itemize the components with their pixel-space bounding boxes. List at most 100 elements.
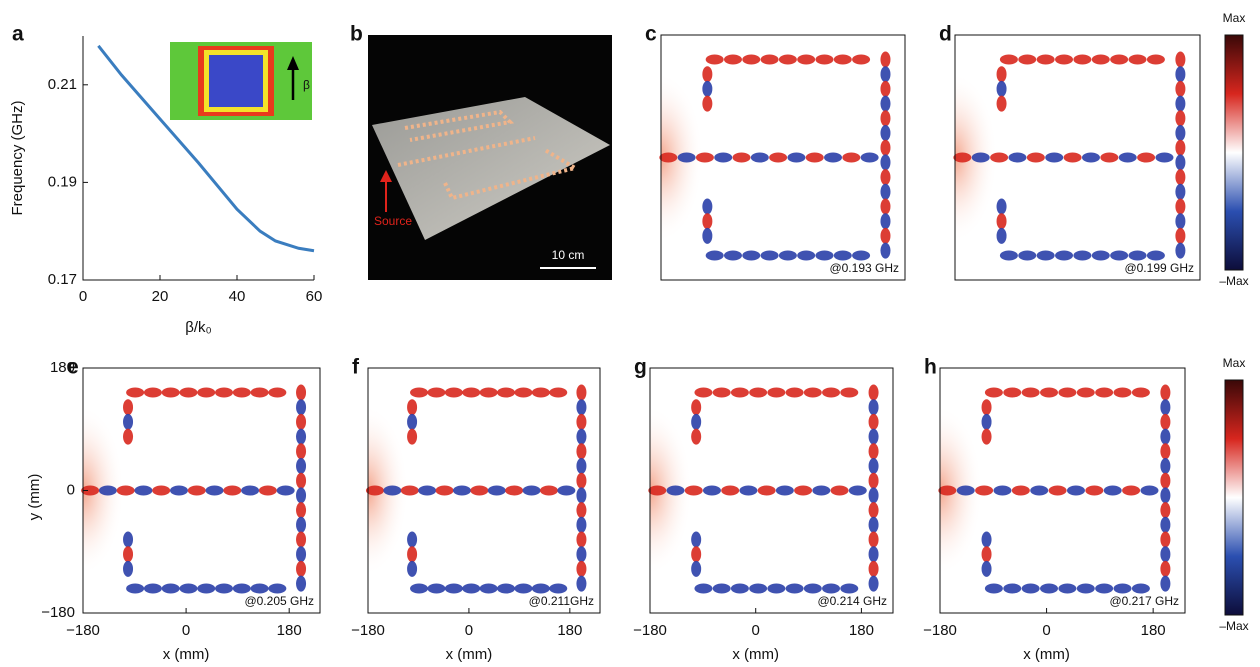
field-lobe: [797, 55, 815, 65]
field-lobe: [1147, 55, 1165, 65]
field-lobe: [1073, 251, 1091, 261]
x-tick-label: 180: [557, 622, 582, 639]
field-lobe: [1160, 399, 1170, 415]
field-lobe: [407, 399, 417, 415]
field-lobe: [972, 153, 990, 163]
field-lobe: [706, 55, 724, 65]
field-lobe: [123, 532, 133, 548]
field-lobe: [1077, 388, 1095, 398]
field-lobe: [233, 388, 251, 398]
y-tick-label: 0.19: [48, 173, 77, 190]
field-lobe: [410, 584, 428, 594]
field-lobe: [869, 414, 879, 430]
field-lobe: [767, 388, 785, 398]
field-lobe: [1175, 243, 1185, 259]
field-lobe: [761, 251, 779, 261]
field-lobe: [1003, 584, 1021, 594]
field-lobe: [997, 228, 1007, 244]
x-tick-label: 20: [152, 288, 169, 305]
field-lobe: [685, 486, 703, 496]
field-lobe: [1073, 55, 1091, 65]
field-map: [953, 35, 1200, 280]
field-lobe: [997, 96, 1007, 112]
field-lobe: [742, 251, 760, 261]
frequency-label: @0.193 GHz: [829, 261, 899, 275]
field-lobe: [197, 388, 215, 398]
field-lobe: [188, 486, 206, 496]
field-lobe: [997, 81, 1007, 97]
field-lobe: [427, 584, 445, 594]
x-tick-label: −180: [923, 622, 957, 639]
field-lobe: [296, 385, 306, 401]
field-lobe: [982, 414, 992, 430]
y-tick-label: 0.21: [48, 76, 77, 93]
field-lobe: [1104, 486, 1122, 496]
source-label: Source: [374, 214, 412, 228]
field-lobe: [880, 243, 890, 259]
field-lobe: [123, 429, 133, 445]
field-lobe: [1175, 213, 1185, 229]
field-lobe: [223, 486, 241, 496]
x-tick-label: 180: [849, 622, 874, 639]
field-lobe: [152, 486, 170, 496]
field-lobe: [776, 486, 794, 496]
field-lobe: [1082, 153, 1100, 163]
field-lobe: [1040, 584, 1058, 594]
x-tick-label: 180: [1141, 622, 1166, 639]
x-axis-label: x (mm): [163, 646, 210, 663]
field-lobe: [794, 486, 812, 496]
field-lobe: [1022, 388, 1040, 398]
field-lobe: [1085, 486, 1103, 496]
x-axis-label: x (mm): [446, 646, 493, 663]
field-lobe: [549, 584, 567, 594]
field-lobe: [1175, 140, 1185, 156]
field-lobe: [1160, 546, 1170, 562]
field-lobe: [268, 388, 286, 398]
field-lobe: [532, 584, 550, 594]
field-lobe: [869, 443, 879, 459]
field-lobe: [1132, 584, 1150, 594]
field-lobe: [251, 584, 269, 594]
field-lobe: [1110, 55, 1128, 65]
field-lobe: [117, 486, 135, 496]
field-lobe: [296, 429, 306, 445]
field-lobe: [852, 251, 870, 261]
inset: [209, 55, 263, 107]
field-lobe: [497, 388, 515, 398]
field-lobe: [1160, 429, 1170, 445]
field-lobe: [787, 153, 805, 163]
x-tick-label: 0: [79, 288, 87, 305]
field-lobe: [691, 532, 701, 548]
field-lobe: [296, 443, 306, 459]
field-lobe: [1155, 153, 1173, 163]
field-lobe: [997, 213, 1007, 229]
y-tick-label: 180: [50, 359, 75, 376]
x-axis-label: β/k₀: [185, 319, 212, 336]
field-lobe: [869, 487, 879, 503]
field-lobe: [179, 584, 197, 594]
field-lobe: [982, 561, 992, 577]
panel-letter: c: [645, 23, 657, 46]
panel-letter: a: [12, 23, 24, 46]
field-lobe: [880, 154, 890, 170]
field-map: [366, 368, 600, 613]
field-lobe: [488, 486, 506, 496]
field-lobe: [144, 584, 162, 594]
field-lobe: [576, 414, 586, 430]
field-lobe: [703, 486, 721, 496]
figure: Source 10 cm b aβ02040600.170.190.21β/k₀…: [0, 0, 1260, 667]
field-lobe: [767, 584, 785, 594]
field-lobe: [126, 388, 144, 398]
field-lobe: [1140, 486, 1158, 496]
field-lobe: [982, 429, 992, 445]
field-lobe: [869, 385, 879, 401]
field-lobe: [1160, 385, 1170, 401]
field-lobe: [407, 561, 417, 577]
field-lobe: [366, 486, 384, 496]
field-lobe: [410, 388, 428, 398]
field-lobe: [1175, 110, 1185, 126]
field-lobe: [1175, 199, 1185, 215]
field-lobe: [1027, 153, 1045, 163]
colorbar-max: Max: [1223, 356, 1246, 370]
field-lobe: [233, 584, 251, 594]
